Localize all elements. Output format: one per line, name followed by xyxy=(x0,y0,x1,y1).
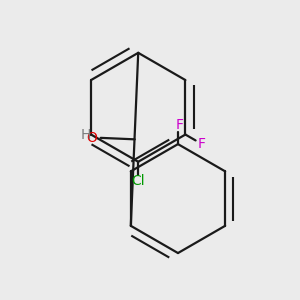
Text: F: F xyxy=(176,118,183,132)
Text: O: O xyxy=(86,131,97,145)
Text: Cl: Cl xyxy=(131,174,145,188)
Text: H: H xyxy=(80,128,91,142)
Text: F: F xyxy=(198,137,206,151)
